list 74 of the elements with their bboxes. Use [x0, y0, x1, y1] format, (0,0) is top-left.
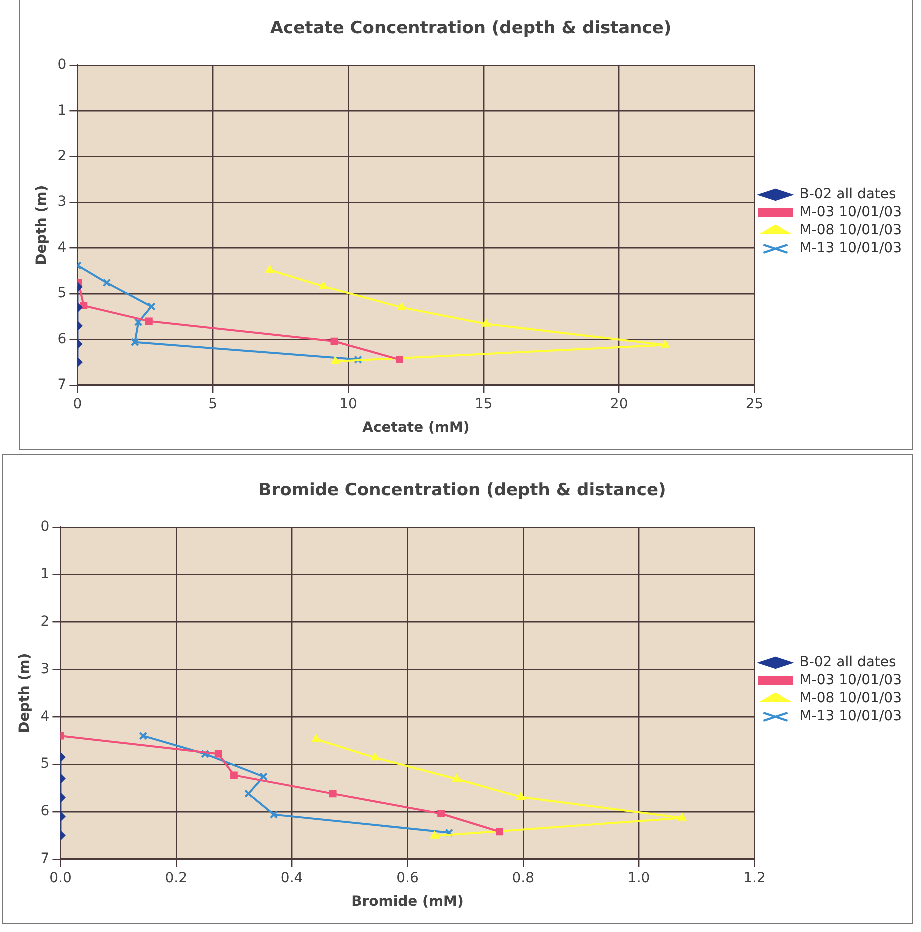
- legend-label: M-03 10/01/03: [800, 672, 902, 689]
- legend-label: M-08 10/01/03: [800, 222, 902, 239]
- point: [398, 302, 407, 310]
- point: [201, 750, 210, 758]
- y-axis-title: Depth (m): [17, 653, 34, 734]
- x-tick-label: 0.0: [50, 870, 72, 886]
- y-tick-label: 3: [40, 661, 50, 678]
- x-tick-label: 1.2: [744, 870, 766, 886]
- point: [678, 813, 687, 821]
- y-tick-label: 1: [40, 566, 50, 582]
- x-tick-label: 15: [475, 396, 493, 412]
- point: [331, 356, 340, 364]
- legend-label: M-13 10/01/03: [800, 240, 902, 257]
- point: [146, 318, 153, 326]
- x-tick-label: 0: [73, 396, 82, 412]
- point: [430, 831, 440, 839]
- x-tick-label: 0.4: [280, 870, 304, 886]
- x-axis-title: Acetate (mM): [362, 420, 470, 436]
- chart-title: Bromide Concentration (depth & distance): [258, 480, 666, 501]
- y-axis-title: Depth (m): [34, 185, 50, 266]
- y-tick-label: 5: [40, 756, 50, 772]
- y-tick-label: 2: [40, 614, 50, 630]
- legend-label: M-03 10/01/03: [800, 204, 902, 221]
- y-tick-label: 0: [40, 519, 50, 536]
- point: [270, 810, 278, 819]
- legend-label: M-08 10/01/03: [800, 690, 902, 707]
- point: [329, 790, 337, 798]
- point: [139, 732, 148, 740]
- point: [396, 356, 404, 364]
- x-tick-label: 0.2: [165, 870, 188, 886]
- point: [354, 356, 362, 364]
- point: [260, 772, 268, 782]
- point: [147, 302, 156, 311]
- x-tick-label: 1.0: [628, 870, 650, 886]
- y-tick-label: 5: [58, 286, 67, 302]
- point: [319, 282, 328, 290]
- y-tick-label: 7: [58, 377, 67, 394]
- point: [244, 790, 253, 798]
- y-tick-label: 0: [58, 57, 67, 74]
- point: [130, 338, 140, 347]
- point: [312, 734, 321, 742]
- point: [660, 340, 670, 348]
- point: [134, 318, 143, 326]
- point: [438, 810, 445, 818]
- point: [445, 828, 454, 838]
- x-tick-label: 5: [208, 396, 218, 412]
- y-tick-label: 4: [58, 240, 67, 256]
- legend-label: M-13 10/01/03: [800, 708, 902, 725]
- y-tick-label: 3: [58, 194, 67, 210]
- point: [102, 278, 112, 288]
- x-axis-title: Bromide (mM): [352, 894, 464, 910]
- point: [452, 774, 462, 782]
- x-tick-label: 20: [610, 396, 628, 412]
- y-tick-label: 6: [58, 331, 67, 348]
- x-tick-label: 0.8: [512, 870, 535, 886]
- point: [496, 828, 504, 836]
- y-tick-label: 6: [40, 804, 50, 820]
- x-tick-label: 0.6: [396, 870, 419, 886]
- point: [266, 265, 274, 273]
- x-tick-label: 25: [746, 396, 764, 412]
- chart-title: Acetate Concentration (depth & distance): [270, 18, 672, 39]
- point: [230, 772, 238, 780]
- y-tick-label: 1: [58, 102, 67, 119]
- y-tick-label: 7: [40, 851, 50, 868]
- y-tick-label: 4: [40, 708, 50, 725]
- y-tick-label: 2: [58, 148, 67, 164]
- x-tick-label: 10: [340, 396, 358, 412]
- point: [516, 792, 526, 800]
- legend-label: B-02 all dates: [800, 654, 896, 671]
- point: [330, 338, 338, 346]
- point: [370, 752, 380, 761]
- legend-label: B-02 all dates: [800, 186, 896, 203]
- point: [482, 319, 491, 327]
- point: [214, 750, 222, 758]
